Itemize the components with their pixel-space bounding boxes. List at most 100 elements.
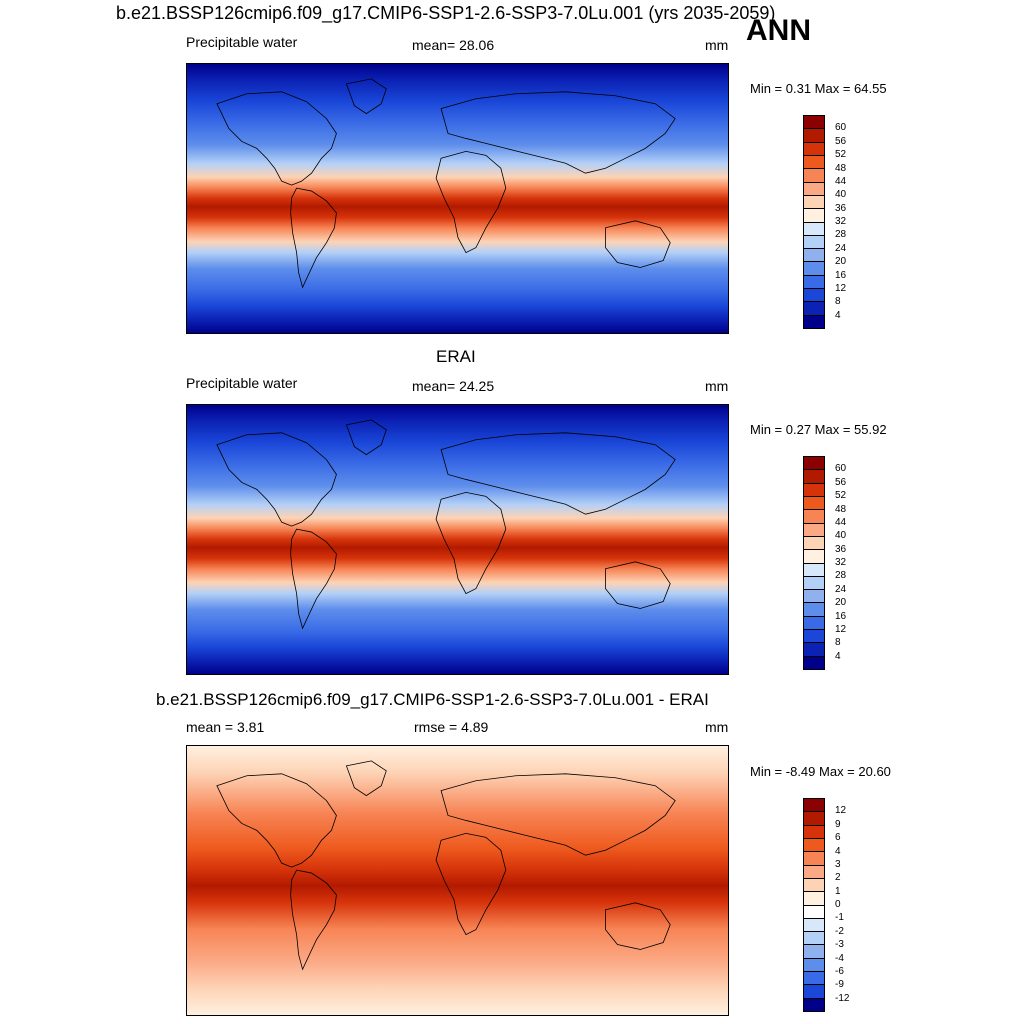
panel1-mean-label: mean= 28.06 <box>412 37 495 53</box>
colorbar-tick-label: 56 <box>835 476 847 488</box>
colorbar-swatch <box>804 262 824 276</box>
colorbar-tick-label: 60 <box>835 122 847 134</box>
colorbar-swatch <box>804 812 824 826</box>
colorbar-tick-label: 6 <box>835 832 841 844</box>
colorbar-tick-label: 16 <box>835 269 847 281</box>
panel3-rmse-label: rmse = 4.89 <box>414 719 489 735</box>
colorbar-tick-label: 12 <box>835 805 847 817</box>
colorbar-tick-label: 36 <box>835 202 847 214</box>
colorbar-tick-label: 48 <box>835 503 847 515</box>
colorbar-swatch <box>804 142 824 156</box>
colorbar-swatch <box>804 116 824 130</box>
colorbar-tick-label: -3 <box>835 939 844 951</box>
panel1-map <box>186 63 729 334</box>
panel1-minmax: Min = 0.31 Max = 64.55 <box>750 81 887 96</box>
colorbar-swatch <box>804 998 824 1011</box>
panel2-minmax: Min = 0.27 Max = 55.92 <box>750 422 887 437</box>
colorbar-tick-label: 8 <box>835 637 841 649</box>
colorbar-swatch <box>804 616 824 631</box>
panel2-units: mm <box>705 378 729 394</box>
colorbar-tick-label: 56 <box>835 135 847 147</box>
colorbar-swatch <box>804 483 824 497</box>
season-label: ANN <box>746 14 811 47</box>
panel2-mean-label: mean= 24.25 <box>412 378 495 394</box>
panel3-title: b.e21.BSSP126cmip6.f09_g17.CMIP6-SSP1-2.… <box>156 690 709 709</box>
colorbar-swatch <box>804 905 824 919</box>
colorbar-swatch <box>804 865 824 879</box>
colorbar-swatch <box>804 590 824 604</box>
colorbar-tick-label: 12 <box>835 282 847 294</box>
panel3-mean-label: mean = 3.81 <box>186 719 265 735</box>
colorbar-tick-label: -1 <box>835 912 844 924</box>
colorbar-swatch <box>804 315 824 328</box>
colorbar-tick-label: 48 <box>835 162 847 174</box>
panel2-title: ERAI <box>436 347 476 366</box>
colorbar-swatch <box>804 878 824 893</box>
colorbar-tick-label: 2 <box>835 872 841 884</box>
colorbar-swatch <box>804 222 824 236</box>
colorbar-tick-label: 0 <box>835 899 841 910</box>
colorbar-swatch <box>804 289 824 303</box>
colorbar-swatch <box>804 523 824 537</box>
colorbar-swatch <box>804 643 824 657</box>
colorbar-swatch <box>804 852 824 866</box>
colorbar-tick-label: 4 <box>835 309 841 321</box>
colorbar-swatch <box>804 249 824 263</box>
colorbar-tick-label: 36 <box>835 543 847 555</box>
colorbar-tick-label: 40 <box>835 189 847 201</box>
colorbar-swatch <box>804 630 824 644</box>
colorbar-swatch <box>804 169 824 183</box>
colorbar-swatch <box>804 510 824 524</box>
colorbar-swatch <box>804 985 824 999</box>
colorbar-tick-label: 24 <box>835 242 847 254</box>
colorbar-swatch <box>804 536 824 551</box>
colorbar-swatch <box>804 235 824 250</box>
colorbar-swatch <box>804 918 824 933</box>
colorbar-tick-label: -2 <box>835 925 844 937</box>
colorbar-tick-label: 4 <box>835 845 841 857</box>
panel3-units: mm <box>705 719 729 735</box>
colorbar-swatch <box>804 838 824 853</box>
colorbar-swatch <box>804 799 824 813</box>
colorbar-swatch <box>804 972 824 986</box>
panel3-colorbar <box>803 798 825 1012</box>
colorbar-tick-label: 20 <box>835 597 847 609</box>
colorbar-tick-label: 52 <box>835 149 847 161</box>
panel2-variable-label: Precipitable water <box>186 375 298 391</box>
colorbar-tick-label: 28 <box>835 229 847 241</box>
colorbar-tick-label: 24 <box>835 583 847 595</box>
colorbar-tick-label: 44 <box>835 516 847 528</box>
colorbar-swatch <box>804 209 824 223</box>
colorbar-tick-label: 9 <box>835 818 841 830</box>
colorbar-swatch <box>804 129 824 143</box>
colorbar-swatch <box>804 932 824 946</box>
colorbar-tick-label: 1 <box>835 885 841 897</box>
colorbar-tick-label: 28 <box>835 570 847 582</box>
colorbar-tick-label: 60 <box>835 463 847 475</box>
colorbar-tick-label: 32 <box>835 216 847 227</box>
colorbar-tick-label: 52 <box>835 490 847 502</box>
colorbar-tick-label: 16 <box>835 610 847 622</box>
colorbar-swatch <box>804 958 824 973</box>
colorbar-swatch <box>804 182 824 196</box>
panel1-units: mm <box>705 37 729 53</box>
colorbar-swatch <box>804 576 824 591</box>
colorbar-tick-label: 40 <box>835 530 847 542</box>
colorbar-swatch <box>804 195 824 210</box>
colorbar-tick-label: -4 <box>835 952 844 964</box>
panel3-map <box>186 745 729 1016</box>
colorbar-tick-label: 3 <box>835 858 841 870</box>
colorbar-swatch <box>804 550 824 564</box>
colorbar-swatch <box>804 563 824 577</box>
panel1-variable-label: Precipitable water <box>186 34 298 50</box>
colorbar-tick-label: 8 <box>835 296 841 308</box>
colorbar-swatch <box>804 275 824 290</box>
panel3-minmax: Min = -8.49 Max = 20.60 <box>750 764 891 779</box>
colorbar-tick-label: -6 <box>835 965 844 977</box>
colorbar-swatch <box>804 457 824 471</box>
colorbar-tick-label: 12 <box>835 623 847 635</box>
colorbar-swatch <box>804 656 824 669</box>
colorbar-swatch <box>804 470 824 484</box>
colorbar-tick-label: 4 <box>835 650 841 662</box>
colorbar-swatch <box>804 302 824 316</box>
